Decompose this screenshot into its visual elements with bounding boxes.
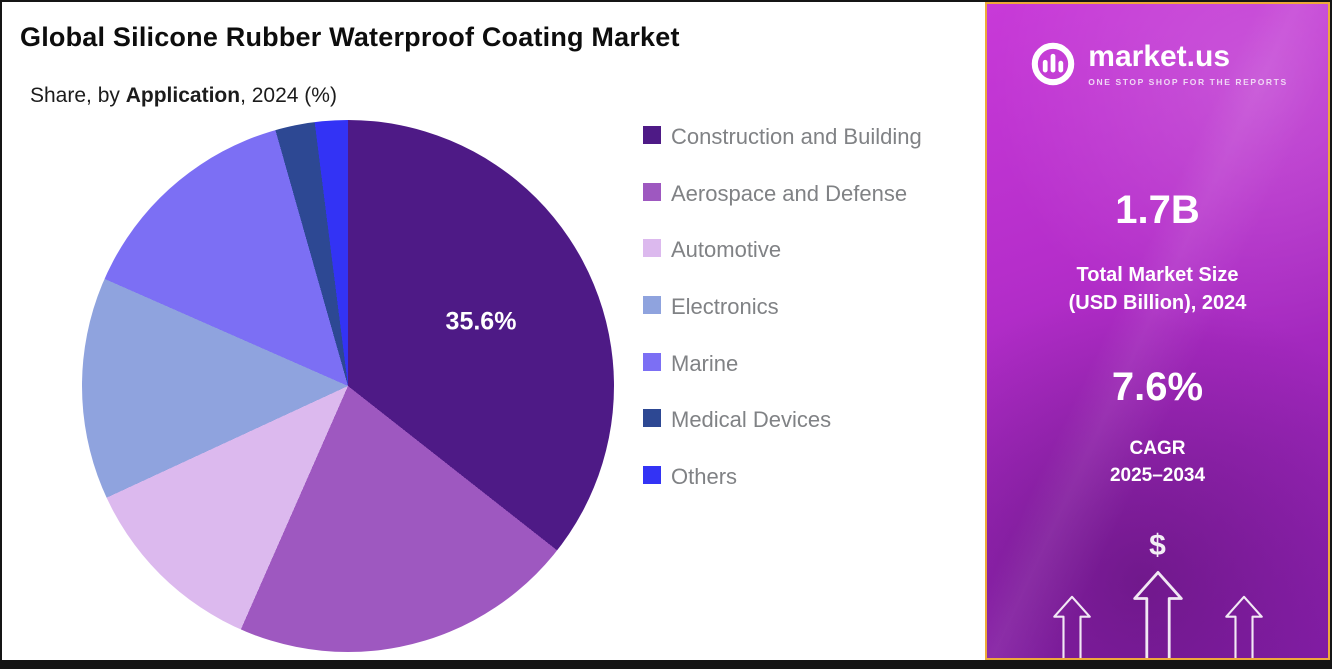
market-size-label-line2: (USD Billion), 2024 [1068, 292, 1247, 314]
chart-subtitle: Share, by Application, 2024 (%) [30, 84, 337, 108]
legend-item: Others [643, 462, 978, 492]
up-arrow-icon [1046, 594, 1098, 658]
legend-item: Aerospace and Defense [643, 179, 978, 209]
up-arrow-icon [1218, 594, 1270, 658]
pie-chart [82, 120, 614, 652]
legend-swatch [643, 352, 661, 371]
subtitle-prefix: Share, by [30, 84, 126, 107]
legend-label: Automotive [671, 237, 782, 263]
cagr-label: CAGR 2025–2034 [987, 436, 1328, 489]
legend-swatch [643, 126, 661, 144]
legend-swatch [643, 239, 661, 258]
legend-label: Construction and Building [671, 124, 922, 149]
up-arrow-icon [1130, 568, 1186, 658]
subtitle-suffix: , 2024 (%) [240, 84, 337, 107]
brand-text-block: market.us ONE STOP SHOP FOR THE REPORTS [1088, 39, 1288, 87]
pie-chart-wrap: 35.6% [82, 120, 614, 652]
legend-swatch [643, 296, 661, 315]
chart-area: Global Silicone Rubber Waterproof Coatin… [2, 2, 985, 660]
legend-label: Electronics [671, 294, 779, 320]
brand-logo: market.us ONE STOP SHOP FOR THE REPORTS [987, 38, 1328, 90]
market-size-value: 1.7B [1115, 188, 1200, 232]
subtitle-emphasis: Application [125, 84, 241, 107]
page-title: Global Silicone Rubber Waterproof Coatin… [20, 22, 680, 52]
dollar-symbol: $ [1149, 529, 1166, 563]
legend-swatch [643, 182, 661, 201]
market-size-label: Total Market Size (USD Billion), 2024 [987, 261, 1328, 317]
legend-swatch [643, 409, 661, 428]
cagr-label-line1: CAGR [1129, 438, 1186, 459]
legend-item: Automotive [643, 235, 978, 265]
cagr-label-line2: 2025–2034 [1109, 464, 1206, 486]
legend-label: Aerospace and Defense [671, 180, 908, 206]
legend-label: Marine [671, 350, 739, 376]
legend-swatch [643, 466, 661, 485]
market-size-label-line1: Total Market Size [1076, 264, 1239, 286]
cagr-value: 7.6% [1111, 365, 1204, 409]
legend-item: Marine [643, 349, 978, 379]
marketus-logo-icon [1027, 38, 1079, 90]
stats-panel: market.us ONE STOP SHOP FOR THE REPORTS … [985, 2, 1330, 660]
brand-tagline: ONE STOP SHOP FOR THE REPORTS [1088, 76, 1288, 87]
growth-arrows [987, 568, 1328, 658]
legend-label: Medical Devices [671, 407, 832, 433]
brand-name: market.us [1088, 39, 1231, 73]
legend-item: Construction and Building [643, 122, 978, 152]
legend: Construction and Building Aerospace and D… [643, 122, 978, 492]
legend-item: Medical Devices [643, 405, 978, 435]
pie-slice-value-label: 35.6% [445, 307, 517, 336]
legend-item: Electronics [643, 292, 978, 322]
legend-label: Others [671, 464, 738, 490]
